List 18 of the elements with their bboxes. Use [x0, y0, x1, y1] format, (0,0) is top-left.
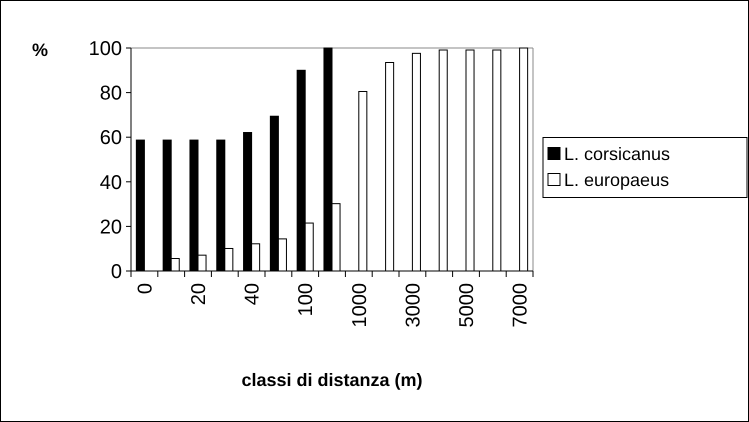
- x-axis-title: classi di distanza (m): [241, 370, 423, 390]
- y-tick-label: 20: [100, 216, 122, 238]
- legend-label: L. corsicanus: [564, 144, 670, 164]
- x-tick-label: 20: [188, 283, 210, 306]
- y-tick-label: 80: [100, 82, 122, 105]
- y-tick-label: 60: [100, 127, 122, 150]
- y-axis-title: %: [32, 40, 48, 60]
- y-tick-label: 0: [110, 261, 122, 283]
- x-tick-label: 40: [242, 283, 264, 306]
- x-tick-label: 100: [295, 283, 318, 316]
- x-tick-label: 7000: [510, 283, 532, 328]
- x-tick-label: 1000: [348, 283, 371, 328]
- x-tick-label: 5000: [456, 283, 478, 328]
- y-tick-label: 40: [100, 172, 122, 194]
- x-tick-label: 0: [134, 283, 156, 294]
- y-tick-label: 100: [88, 38, 122, 60]
- x-tick-label: 3000: [402, 283, 424, 328]
- legend-label: L. europaeus: [564, 170, 670, 190]
